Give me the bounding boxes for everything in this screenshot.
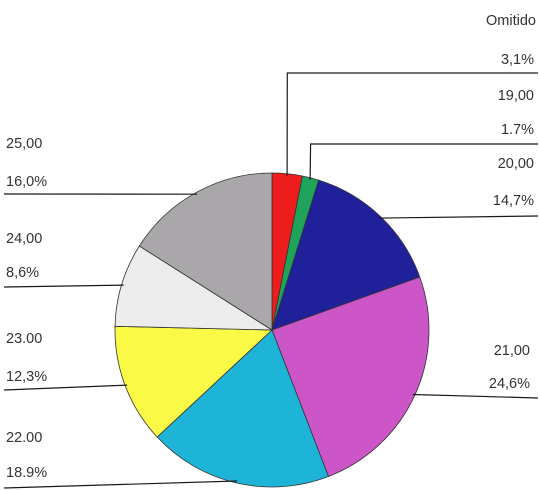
leader-line-23 [3, 384, 128, 391]
category-label-25: 25,00 [6, 136, 42, 152]
leader-line-omitido [286, 72, 538, 176]
category-label-22: 22.00 [6, 430, 42, 446]
percent-label-22: 18.9% [6, 465, 47, 481]
leader-line-21 [412, 393, 539, 399]
pie-slice-21 [271, 276, 430, 478]
leader-line-19 [309, 143, 538, 180]
percent-label-25: 16,0% [6, 174, 47, 190]
percent-label-omitido: 3,1% [501, 52, 534, 68]
leader-line-20 [379, 215, 539, 219]
category-label-21: 21,00 [494, 343, 530, 359]
leader-line-22 [3, 480, 238, 489]
category-label-19: 19,00 [498, 88, 534, 104]
percent-label-19: 1.7% [501, 122, 534, 138]
category-label-24: 24,00 [6, 231, 42, 247]
pie-slices [114, 172, 430, 488]
pie-slice-24 [114, 245, 274, 331]
category-label-20: 20,00 [498, 156, 534, 172]
percent-label-23: 12,3% [6, 369, 47, 385]
category-label-23: 23.00 [6, 331, 42, 347]
pie-slice-22 [156, 329, 329, 488]
pie-slice-25 [138, 172, 273, 331]
percent-label-24: 8,6% [6, 265, 39, 281]
category-label-omitido: Omitido [486, 13, 536, 29]
percent-label-20: 14,7% [493, 193, 534, 209]
pie-slice-20 [271, 179, 421, 331]
percent-label-21: 24,6% [489, 376, 530, 392]
leader-line-24 [3, 284, 124, 288]
pie-slice-23 [114, 325, 273, 438]
leader-lines [3, 72, 539, 489]
